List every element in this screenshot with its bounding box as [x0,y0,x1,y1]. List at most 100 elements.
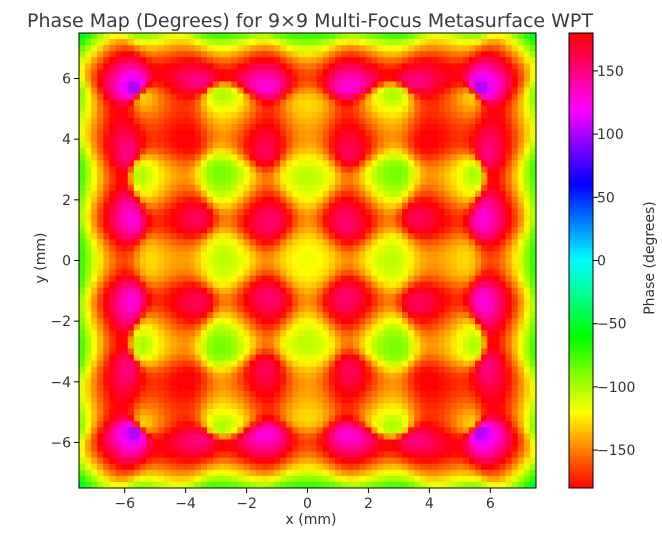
heatmap-cell [213,409,220,416]
heatmap-cell [127,384,135,392]
heatmap-cell [383,99,391,107]
heatmap-cell [152,111,159,119]
heatmap-cell [475,251,482,258]
heatmap-cell [365,196,372,204]
heatmap-cell [328,202,336,210]
heatmap-cell [243,409,250,416]
heatmap-cell [219,190,226,198]
heatmap-cell [487,421,494,428]
heatmap-cell [79,312,86,319]
heatmap-cell [261,202,269,210]
heatmap-cell [219,227,226,234]
heatmap-cell [152,172,159,179]
heatmap-cell [194,172,202,179]
heatmap-cell [85,372,92,380]
heatmap-cell [304,372,311,380]
heatmap-cell [115,293,122,301]
heatmap-cell [517,221,525,228]
heatmap-cell [237,33,244,40]
heatmap-cell [286,99,293,107]
heatmap-cell [146,257,153,264]
heatmap-cell [347,257,354,264]
heatmap-cell [383,324,391,331]
heatmap-cell [389,378,397,386]
heatmap-cell [91,172,98,179]
heatmap-cell [292,360,299,368]
heatmap-cell [194,81,202,88]
heatmap-cell [395,281,403,289]
heatmap-cell [353,51,360,58]
heatmap-cell [493,75,500,82]
heatmap-cell [158,63,165,70]
heatmap-cell [79,190,86,198]
heatmap-cell [213,39,220,46]
heatmap-cell [438,136,445,143]
heatmap-cell [164,172,171,179]
heatmap-cell [334,215,342,222]
heatmap-cell [261,184,269,192]
heatmap-cell [219,366,226,374]
heatmap-cell [408,281,415,289]
heatmap-cell [475,124,482,131]
heatmap-cell [261,69,269,76]
heatmap-cell [188,130,196,137]
heatmap-cell [353,172,360,179]
heatmap-cell [261,105,269,113]
heatmap-cell [188,427,196,434]
heatmap-cell [164,75,171,82]
heatmap-cell [139,409,147,416]
heatmap-cell [334,233,342,240]
heatmap-cell [152,142,159,149]
heatmap-cell [395,324,403,331]
heatmap-cell [341,39,348,46]
heatmap-cell [121,33,129,40]
heatmap-cell [334,269,342,277]
heatmap-cell [176,354,183,361]
heatmap-cell [383,51,391,58]
heatmap-cell [365,111,372,119]
heatmap-cell [462,330,470,337]
heatmap-cell [523,427,531,434]
heatmap-cell [280,57,287,64]
heatmap-cell [493,360,500,368]
heatmap-cell [432,336,439,343]
heatmap-cell [468,318,476,325]
heatmap-cell [85,221,92,228]
heatmap-cell [334,293,342,301]
heatmap-cell [79,306,86,313]
heatmap-cell [468,69,476,76]
heatmap-cell [383,178,391,186]
heatmap-cell [292,403,299,410]
heatmap-cell [267,239,275,246]
heatmap-cell [347,93,354,101]
heatmap-cell [267,281,275,289]
heatmap-cell [456,324,464,331]
heatmap-cell [408,124,415,131]
heatmap-cell [206,415,214,422]
heatmap-cell [261,415,269,422]
heatmap-cell [456,397,464,404]
heatmap-cell [206,221,214,228]
heatmap-cell [322,336,330,343]
heatmap-cell [255,124,263,131]
heatmap-cell [182,148,190,155]
heatmap-cell [219,390,226,398]
heatmap-cell [334,130,342,137]
heatmap-cell [505,148,512,155]
heatmap-cell [371,221,378,228]
heatmap-cell [182,172,190,179]
heatmap-cell [462,154,470,161]
heatmap-cell [462,105,470,113]
heatmap-cell [133,330,141,337]
heatmap-cell [371,342,378,349]
heatmap-cell [462,397,470,404]
heatmap-cell [523,142,531,149]
heatmap-cell [164,99,171,107]
heatmap-cell [121,202,129,210]
heatmap-cell [79,257,86,264]
heatmap-cell [103,117,110,125]
heatmap-cell [420,184,427,192]
heatmap-cell [310,57,317,64]
heatmap-cell [158,299,165,307]
heatmap-cell [420,136,427,143]
